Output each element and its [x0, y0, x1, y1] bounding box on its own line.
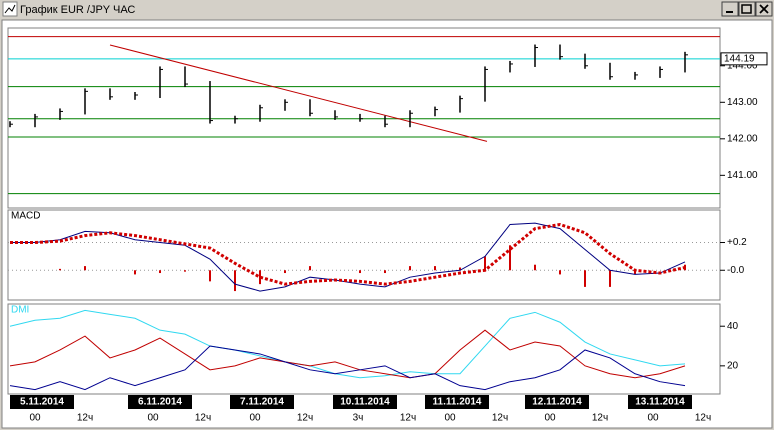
trendline	[109, 44, 488, 142]
hour-label: 12ч	[592, 413, 608, 424]
date-label: 13.11.2014	[635, 397, 685, 408]
dmi-line	[9, 329, 686, 379]
current-price-box	[720, 52, 768, 66]
hour-label: 12ч	[77, 413, 93, 424]
macd-line	[10, 222, 686, 292]
date-label: 12.11.2014	[532, 397, 582, 408]
macd-panel	[7, 209, 721, 301]
hour-label: 12ч	[695, 413, 711, 424]
date-label: 11.11.2014	[433, 397, 482, 408]
maximize-button[interactable]	[738, 1, 756, 17]
date-box	[525, 395, 589, 409]
date-label: 7.11.2014	[240, 397, 284, 408]
hour-label: 00	[249, 413, 261, 424]
date-label: 10.11.2014	[340, 397, 390, 408]
dmi-line	[9, 309, 686, 379]
y-tick-label: 144.00	[727, 60, 758, 71]
y-tick-label: 142.00	[727, 133, 758, 144]
current-price-label: 144.19	[724, 53, 755, 64]
app-icon-glyph	[4, 4, 16, 14]
minimize-button[interactable]	[721, 1, 739, 17]
hour-label: 00	[544, 413, 556, 424]
price-panel	[7, 27, 721, 209]
hour-label: 00	[147, 413, 159, 424]
y-tick-label: 20	[727, 360, 739, 371]
dmi-panel	[7, 303, 721, 395]
date-box	[10, 395, 74, 409]
hour-label: 12ч	[297, 413, 313, 424]
date-box	[230, 395, 294, 409]
date-label: 6.11.2014	[138, 397, 182, 408]
date-box	[425, 395, 489, 409]
hour-label: 00	[444, 413, 456, 424]
date-box	[628, 395, 692, 409]
signal-line	[10, 222, 686, 286]
hour-label: 00	[29, 413, 41, 424]
hour-label: 12ч	[195, 413, 211, 424]
hour-label: 12ч	[400, 413, 416, 424]
y-tick-label: 141.00	[727, 170, 758, 181]
y-tick-label: +0.2	[727, 237, 747, 248]
hour-label: 00	[647, 413, 659, 424]
y-tick-label: 143.00	[727, 97, 758, 108]
hour-label: 3ч	[353, 413, 364, 424]
chart-area	[1, 19, 773, 429]
panel-title: MACD	[11, 211, 40, 222]
y-tick-label: -0.0	[727, 265, 745, 276]
dmi-line	[9, 345, 686, 391]
date-box	[128, 395, 192, 409]
title-bar	[0, 0, 774, 18]
date-box	[333, 395, 397, 409]
window-title: График EUR /JPY ЧАС	[20, 4, 135, 16]
date-label: 5.11.2014	[20, 397, 64, 408]
y-tick-label: 40	[727, 321, 739, 332]
close-button[interactable]	[755, 1, 773, 17]
panel-title: DMI	[11, 305, 29, 316]
hour-label: 12ч	[492, 413, 508, 424]
